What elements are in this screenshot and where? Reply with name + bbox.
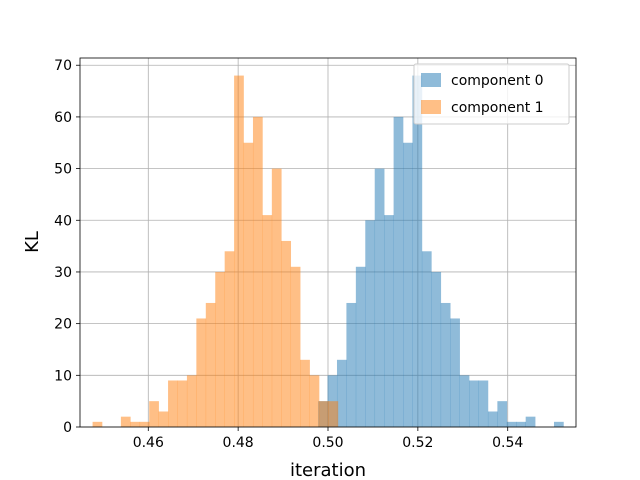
histogram-bar-component-0 xyxy=(487,411,498,427)
histogram-bar-component-0 xyxy=(478,380,489,427)
histogram-bar-component-1 xyxy=(186,375,197,427)
histogram-bar-component-1 xyxy=(271,168,282,428)
histogram-bar-component-0 xyxy=(346,302,357,427)
histogram-bar-component-0 xyxy=(459,375,470,427)
histogram-bar-component-0 xyxy=(440,302,451,427)
histogram-bar-component-1 xyxy=(196,318,207,427)
histogram-bar-component-1 xyxy=(224,251,235,427)
x-tick-label: 0.52 xyxy=(402,435,433,451)
y-axis-ticks: 0 10 20 30 40 50 60 70 xyxy=(54,58,80,436)
x-tick-label: 0.48 xyxy=(223,435,254,451)
histogram-bar-component-1 xyxy=(281,240,292,427)
histogram-bar-component-1 xyxy=(120,416,131,427)
histogram-bar-component-1 xyxy=(177,380,188,427)
legend-label-component-1: component 1 xyxy=(451,100,544,116)
histogram-bar-component-0 xyxy=(450,318,460,427)
legend-label-component-0: component 0 xyxy=(451,73,544,89)
x-axis-ticks: 0.46 0.48 0.50 0.52 0.54 xyxy=(133,427,523,451)
legend: component 0 component 1 xyxy=(413,63,570,125)
histogram-bar-component-1 xyxy=(252,116,263,428)
histogram-bar-component-0 xyxy=(506,421,517,427)
histogram-bar-component-0 xyxy=(374,168,385,428)
legend-swatch-component-0 xyxy=(421,73,441,87)
histogram-bar-component-1 xyxy=(290,266,301,427)
y-tick-label: 30 xyxy=(54,265,72,281)
y-tick-label: 10 xyxy=(54,368,72,384)
histogram-bar-component-0 xyxy=(516,421,526,427)
y-tick-label: 0 xyxy=(63,420,72,436)
histogram-bar-component-0 xyxy=(553,421,564,427)
histogram-bar-component-0 xyxy=(393,116,404,428)
histogram-bar-component-1 xyxy=(149,401,159,427)
histogram-bar-component-0 xyxy=(412,75,423,428)
histogram-bar-component-0 xyxy=(525,416,536,427)
histogram-bar-component-1 xyxy=(262,215,273,427)
histogram-bar-component-0 xyxy=(497,401,508,427)
histogram-bar-component-0 xyxy=(336,359,347,427)
histogram-bar-component-1 xyxy=(158,411,169,427)
y-tick-label: 20 xyxy=(54,317,72,333)
legend-box xyxy=(413,63,570,125)
x-axis-label: iteration xyxy=(290,460,366,480)
y-tick-label: 50 xyxy=(54,162,72,178)
histogram-bar-component-0 xyxy=(469,380,479,427)
bars xyxy=(92,75,564,428)
histogram-bar-component-1 xyxy=(215,271,225,427)
histogram-bar-component-1 xyxy=(328,401,339,427)
histogram-bar-component-1 xyxy=(139,421,150,427)
histogram-bar-component-1 xyxy=(309,375,320,427)
histogram-bar-component-0 xyxy=(431,271,442,427)
histogram-bar-component-1 xyxy=(92,421,103,427)
y-axis-label: KL xyxy=(22,231,43,253)
y-tick-label: 70 xyxy=(54,58,72,74)
legend-swatch-component-1 xyxy=(421,100,441,114)
histogram-bar-component-1 xyxy=(168,380,178,427)
histogram-bar-component-0 xyxy=(355,266,366,427)
x-tick-label: 0.54 xyxy=(492,435,523,451)
histogram-bar-component-0 xyxy=(384,215,394,427)
histogram-bar-component-1 xyxy=(243,142,254,428)
histogram-bar-component-0 xyxy=(421,251,432,427)
x-tick-label: 0.46 xyxy=(133,435,164,451)
histogram-bar-component-0 xyxy=(365,220,376,427)
histogram-bar-component-1 xyxy=(300,359,310,427)
histogram-bar-component-1 xyxy=(130,421,141,427)
histogram-bar-component-1 xyxy=(319,401,329,427)
histogram-bar-component-1 xyxy=(234,75,244,428)
histogram-bar-component-1 xyxy=(205,302,216,427)
y-tick-label: 60 xyxy=(54,110,72,126)
x-tick-label: 0.50 xyxy=(312,435,343,451)
y-tick-label: 40 xyxy=(54,213,72,229)
histogram-bar-component-0 xyxy=(403,142,413,428)
